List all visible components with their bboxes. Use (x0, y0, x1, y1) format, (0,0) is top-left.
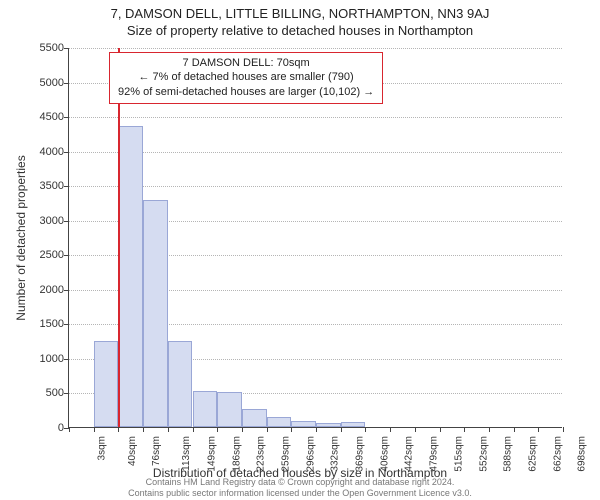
x-tick-mark (341, 427, 342, 432)
x-tick-mark (563, 427, 564, 432)
annotation-line-1: 7 DAMSON DELL: 70sqm (118, 56, 374, 70)
y-tick-mark (64, 290, 69, 291)
chart-title-block: 7, DAMSON DELL, LITTLE BILLING, NORTHAMP… (0, 0, 600, 38)
y-tick-mark (64, 255, 69, 256)
histogram-bar (341, 422, 366, 427)
histogram-bar (168, 341, 193, 427)
x-tick-mark (316, 427, 317, 432)
x-tick-label: 76sqm (151, 436, 162, 466)
chart-area: 0500100015002000250030003500400045005000… (68, 48, 562, 428)
footer-attribution: Contains HM Land Registry data © Crown c… (0, 477, 600, 498)
x-tick-mark (538, 427, 539, 432)
x-tick-mark (267, 427, 268, 432)
y-tick-label: 4500 (24, 111, 64, 123)
x-tick-mark (193, 427, 194, 432)
x-tick-mark (514, 427, 515, 432)
histogram-bar (118, 126, 143, 427)
y-tick-label: 2500 (24, 249, 64, 261)
histogram-bar (193, 391, 218, 427)
y-tick-mark (64, 324, 69, 325)
x-tick-mark (489, 427, 490, 432)
x-tick-mark (390, 427, 391, 432)
y-tick-label: 3500 (24, 180, 64, 192)
y-tick-label: 500 (24, 387, 64, 399)
y-tick-mark (64, 393, 69, 394)
x-tick-mark (365, 427, 366, 432)
histogram-bar (143, 200, 168, 427)
histogram-bar (217, 392, 242, 427)
y-tick-label: 4000 (24, 146, 64, 158)
x-tick-mark (118, 427, 119, 432)
histogram-bar (267, 417, 292, 427)
annotation-vline (118, 48, 120, 427)
plot-area: 0500100015002000250030003500400045005000… (68, 48, 562, 428)
x-tick-label: 3sqm (96, 436, 107, 460)
histogram-bar (316, 423, 341, 427)
y-tick-label: 1500 (24, 318, 64, 330)
y-tick-mark (64, 359, 69, 360)
x-tick-mark (440, 427, 441, 432)
y-tick-mark (64, 152, 69, 153)
x-tick-mark (168, 427, 169, 432)
histogram-bar (291, 421, 316, 427)
y-tick-label: 5500 (24, 42, 64, 54)
y-tick-mark (64, 83, 69, 84)
annotation-line-2: ← 7% of detached houses are smaller (790… (118, 70, 374, 84)
x-tick-mark (415, 427, 416, 432)
y-tick-label: 1000 (24, 353, 64, 365)
histogram-bar (94, 341, 119, 427)
footer-line-1: Contains HM Land Registry data © Crown c… (0, 477, 600, 487)
x-tick-mark (217, 427, 218, 432)
y-tick-mark (64, 117, 69, 118)
y-tick-label: 5000 (24, 77, 64, 89)
footer-line-2: Contains public sector information licen… (0, 488, 600, 498)
y-tick-mark (64, 48, 69, 49)
y-tick-label: 2000 (24, 284, 64, 296)
x-tick-mark (291, 427, 292, 432)
histogram-bar (242, 409, 267, 427)
y-tick-mark (64, 221, 69, 222)
annotation-line-3: 92% of semi-detached houses are larger (… (118, 85, 374, 99)
gridline (69, 117, 562, 118)
annotation-box: 7 DAMSON DELL: 70sqm ← 7% of detached ho… (109, 52, 383, 104)
y-tick-label: 3000 (24, 215, 64, 227)
x-tick-mark (143, 427, 144, 432)
x-tick-label: 40sqm (127, 436, 138, 466)
y-tick-mark (64, 186, 69, 187)
gridline (69, 48, 562, 49)
y-tick-label: 0 (24, 422, 64, 434)
title-line-2: Size of property relative to detached ho… (0, 23, 600, 38)
x-tick-mark (464, 427, 465, 432)
title-line-1: 7, DAMSON DELL, LITTLE BILLING, NORTHAMP… (0, 6, 600, 21)
x-tick-mark (242, 427, 243, 432)
x-tick-mark (94, 427, 95, 432)
x-tick-mark (69, 427, 70, 432)
